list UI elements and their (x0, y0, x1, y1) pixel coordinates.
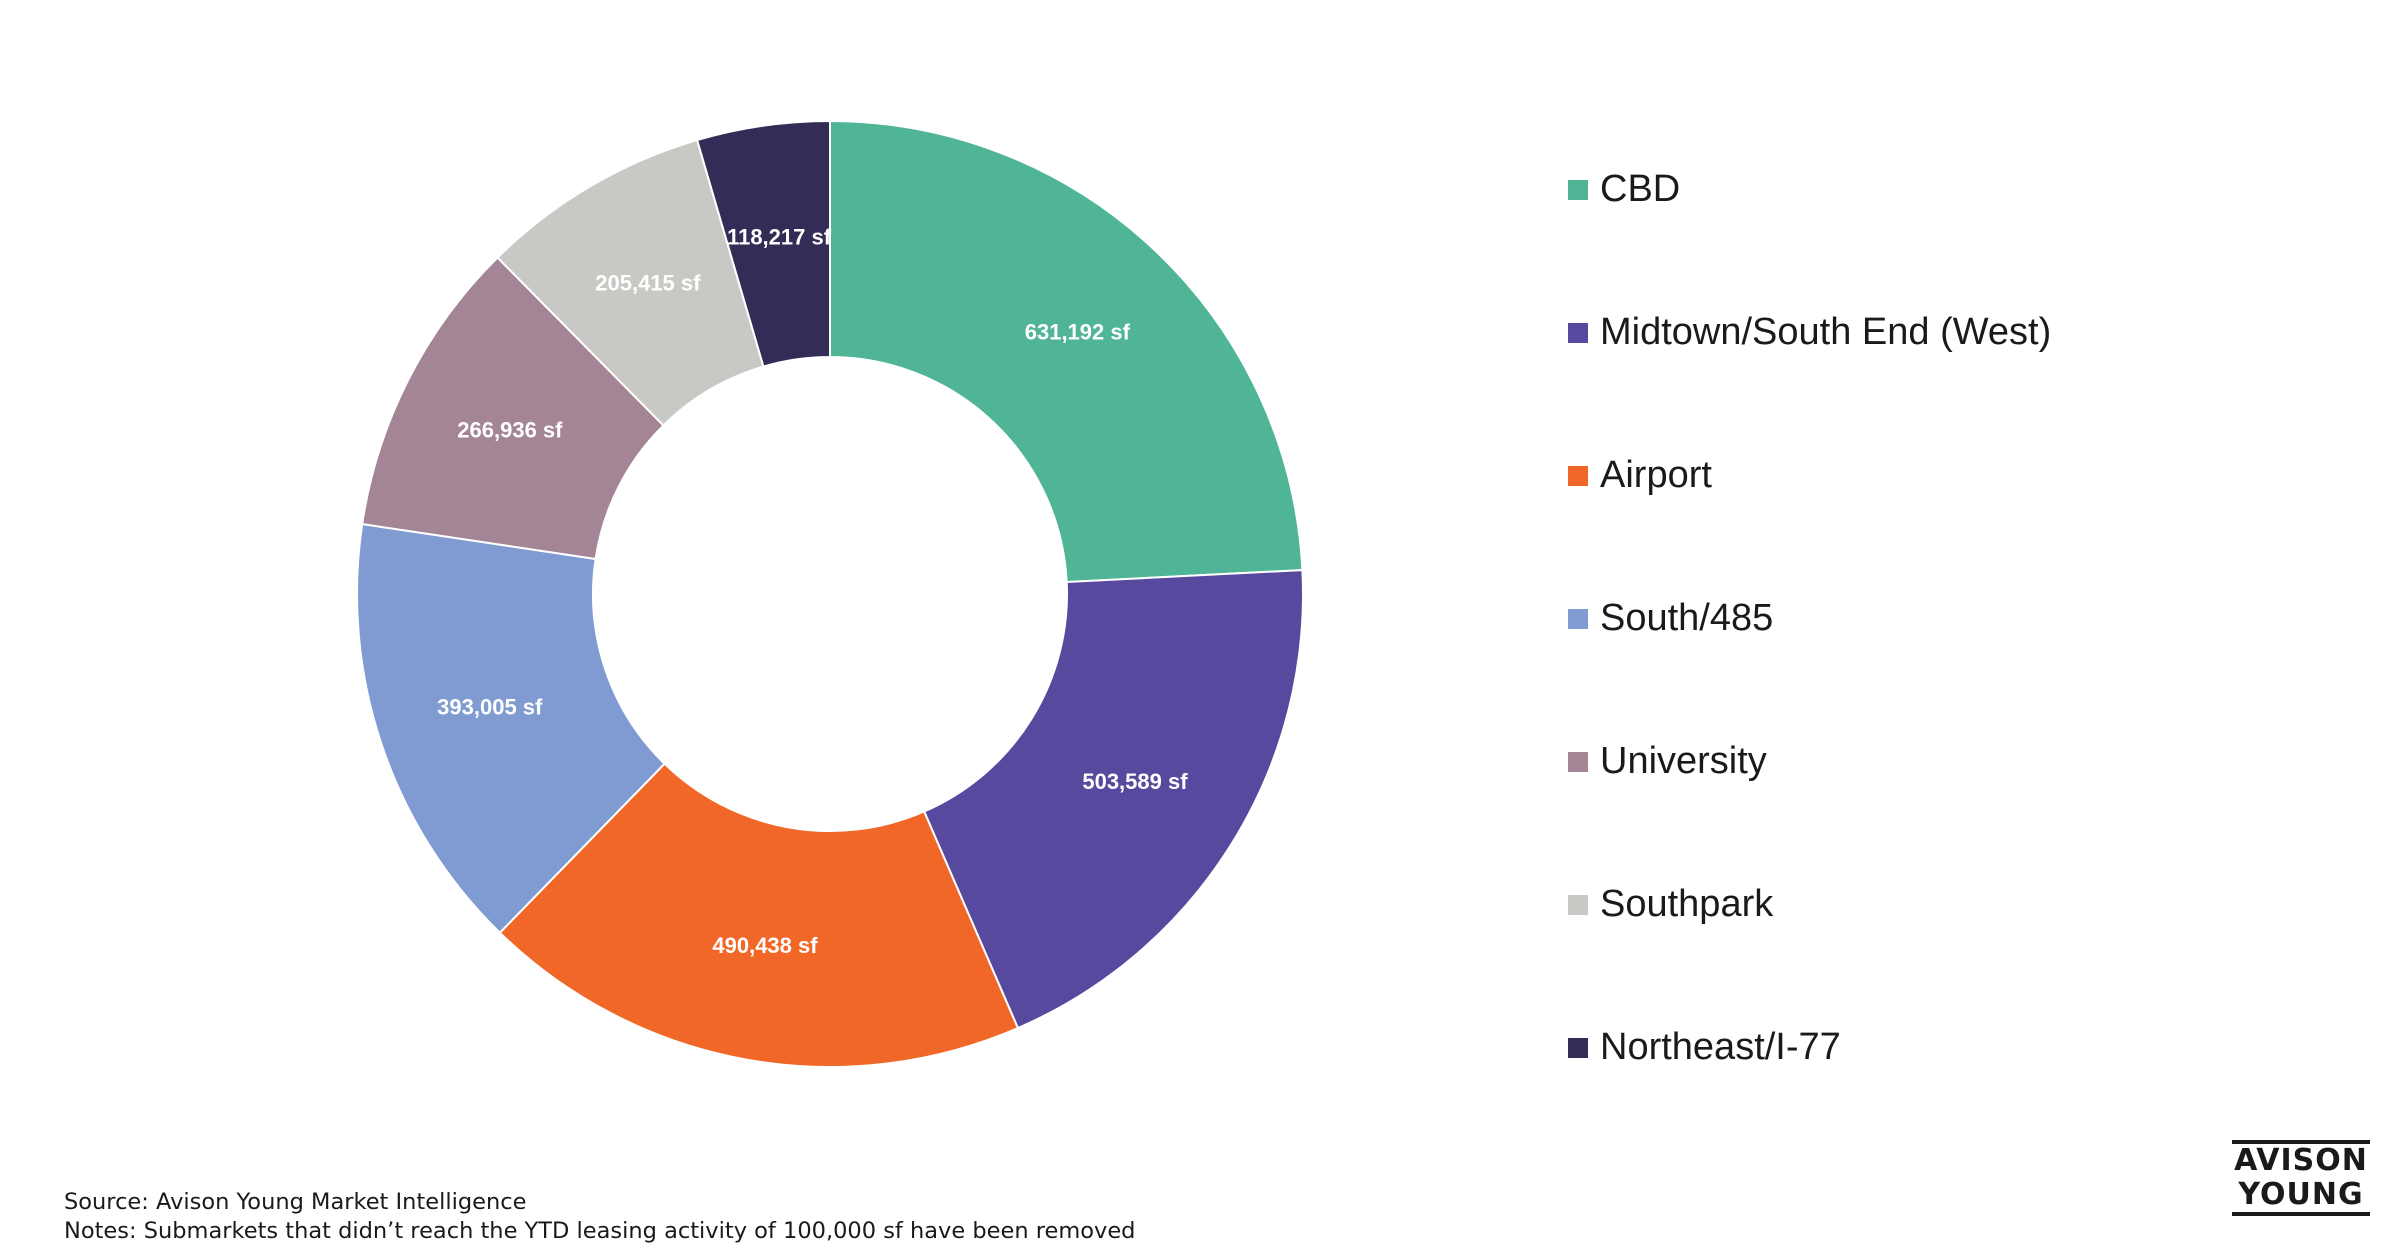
legend-item-4: University (1568, 690, 2328, 833)
legend-swatch-3 (1568, 608, 1588, 629)
legend-item-5: Southpark (1568, 833, 2328, 976)
slice-4 (361, 256, 665, 561)
legend-swatch-4 (1568, 751, 1588, 772)
avison-young-logo: AVISON YOUNG (2232, 1140, 2370, 1216)
slice-label-3: 393,005 sf (437, 694, 543, 719)
slice-label-5: 205,415 sf (595, 270, 701, 295)
chart-footer: Source: Avison Young Market Intelligence… (64, 1188, 1135, 1246)
legend-label-6: Northeast/I-77 (1600, 1026, 1841, 1068)
legend-label-3: South/485 (1600, 597, 1774, 639)
slice-label-4: 266,936 sf (457, 417, 563, 442)
legend-swatch-2 (1568, 465, 1588, 486)
logo-line-1: AVISON (2234, 1143, 2368, 1178)
slice-3 (356, 522, 666, 935)
logo-line-2: YOUNG (2238, 1177, 2364, 1212)
slice-label-6: 118,217 sf (727, 224, 832, 249)
legend-swatch-0 (1568, 179, 1588, 200)
legend-label-0: CBD (1600, 168, 1681, 210)
legend-swatch-6 (1568, 1037, 1588, 1058)
logo-top-bar (2232, 1140, 2370, 1144)
legend-item-6: Northeast/I-77 (1568, 976, 2328, 1119)
legend-label-4: University (1600, 740, 1767, 782)
legend-swatch-1 (1568, 322, 1588, 343)
legend-item-2: Airport (1568, 404, 2328, 547)
logo-bottom-bar (2232, 1212, 2370, 1216)
chart-legend: CBD Midtown/South End (West) Airport South/… (1568, 118, 2328, 1119)
legend-label-2: Airport (1600, 454, 1712, 496)
legend-item-3: South/485 (1568, 547, 2328, 690)
legend-swatch-5 (1568, 894, 1588, 915)
legend-label-1: Midtown/South End (West) (1600, 311, 2052, 353)
slice-label-1: 503,589 sf (1082, 769, 1188, 794)
legend-item-0: CBD (1568, 118, 2328, 261)
legend-label-5: Southpark (1600, 883, 1774, 925)
slice-label-2: 490,438 sf (712, 933, 818, 958)
slice-1 (922, 569, 1304, 1030)
source-note: Source: Avison Young Market Intelligence (64, 1189, 527, 1215)
slice-0 (829, 119, 1304, 584)
notes-text: Notes: Submarkets that didn’t reach the … (64, 1218, 1136, 1244)
slice-label-0: 631,192 sf (1025, 320, 1131, 345)
slice-2 (498, 762, 1020, 1068)
donut-chart: 631,192 sf 503,589 sf 490,438 sf 393,005 sf… (356, 119, 1304, 1068)
slice-6 (695, 119, 831, 368)
legend-item-1: Midtown/South End (West) (1568, 261, 2328, 404)
